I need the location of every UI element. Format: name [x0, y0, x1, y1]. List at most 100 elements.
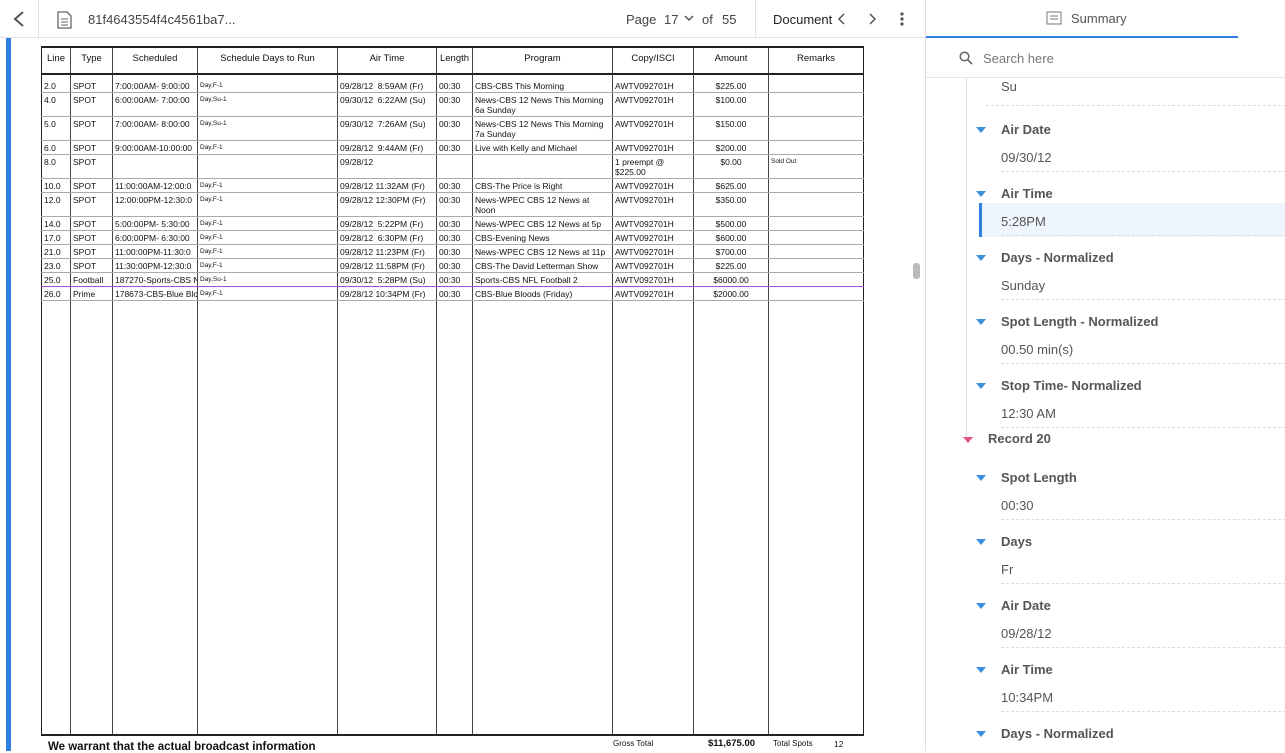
table-cell: 00:30: [436, 244, 473, 259]
table-cell: AWTV092701H: [612, 116, 694, 141]
table-cell: News-CBS 12 News This Morning 6a Sunday: [472, 92, 613, 117]
field-value: Fr: [1001, 562, 1014, 577]
summary-field[interactable]: Air Time 5:28PM: [926, 170, 1285, 237]
summary-field[interactable]: Days - Normalized Friday: [926, 710, 1285, 751]
next-button[interactable]: [866, 12, 878, 26]
table-cell: 178673-CBS-Blue Blo: [112, 286, 198, 301]
table-cell: Day,F-1: [197, 178, 338, 193]
collapse-toggle[interactable]: [976, 255, 986, 261]
table-cell: AWTV092701H: [612, 272, 694, 287]
page-dropdown[interactable]: [683, 14, 695, 24]
summary-field[interactable]: Spot Length 00:30: [926, 454, 1285, 520]
table-cell: [768, 192, 864, 217]
table-cell: AWTV092701H: [612, 92, 694, 117]
table-cell: Day,Su-1: [197, 92, 338, 117]
table-cell: [768, 216, 864, 231]
column-header: Length: [436, 46, 473, 75]
table-row: 12.0 SPOT 12:00:00PM-12:30:0 Day,F-1 09/28/1…: [41, 192, 864, 217]
table-cell: SPOT: [70, 116, 113, 141]
collapse-toggle[interactable]: [976, 539, 986, 545]
table-cell: 09/28/12 12:30PM (Fr): [337, 192, 437, 217]
summary-field[interactable]: Days Fr: [926, 518, 1285, 584]
table-cell: 00:30: [436, 116, 473, 141]
table-cell: [70, 300, 113, 736]
table-cell: AWTV092701H: [612, 178, 694, 193]
table-cell: 5:00:00PM- 5:30:00: [112, 216, 198, 231]
field-label: Air Date: [1001, 598, 1051, 613]
view-mode[interactable]: Document: [773, 12, 833, 27]
record-header[interactable]: Record 20: [926, 426, 1285, 454]
search-box[interactable]: Search here: [926, 38, 1285, 78]
collapse-toggle[interactable]: [976, 603, 986, 609]
table-cell: Live with Kelly and Michael: [472, 140, 613, 155]
separator: [1001, 299, 1285, 300]
schedule-table: Line Type Scheduled Schedule Days to Run Air…: [41, 46, 864, 736]
table-cell: 14.0: [41, 216, 71, 231]
collapse-toggle[interactable]: [976, 731, 986, 737]
table-cell: [768, 272, 864, 287]
field-value: 12:30 AM: [1001, 406, 1056, 421]
table-cell: [768, 140, 864, 155]
collapse-toggle[interactable]: [976, 127, 986, 133]
table-cell: Day,F-1: [197, 244, 338, 259]
summary-field[interactable]: Air Time 10:34PM: [926, 646, 1285, 712]
table-cell: AWTV092701H: [612, 192, 694, 217]
table-cell: 9:00:00AM-10:00:00: [112, 140, 198, 155]
field-value: 09/28/12: [1001, 626, 1052, 641]
summary-field[interactable]: Stop Time- Normalized 12:30 AM: [926, 362, 1285, 428]
collapse-toggle[interactable]: [976, 319, 986, 325]
summary-field[interactable]: Days - Normalized Sunday: [926, 234, 1285, 300]
collapse-toggle[interactable]: [976, 383, 986, 389]
table-cell: 00:30: [436, 272, 473, 287]
summary-field[interactable]: Spot Length - Normalized 00.50 min(s): [926, 298, 1285, 364]
page-label: Page: [626, 12, 657, 27]
collapse-toggle[interactable]: [963, 437, 973, 443]
field-label: Stop Time- Normalized: [1001, 378, 1142, 393]
field-label: Air Time: [1001, 662, 1053, 677]
table-cell: 11:00:00PM-11:30:0: [112, 244, 198, 259]
prev-button[interactable]: [836, 12, 848, 26]
field-value: Sunday: [1001, 278, 1046, 293]
table-cell: [112, 154, 198, 179]
table-cell: 10.0: [41, 178, 71, 193]
more-menu[interactable]: [898, 11, 906, 27]
table-cell: Day,F-1: [197, 216, 338, 231]
table-cell: CBS-Blue Bloods (Friday): [472, 286, 613, 301]
summary-field[interactable]: Air Date 09/28/12: [926, 582, 1285, 648]
table-cell: 09/28/12: [337, 154, 437, 179]
table-cell: 09/28/12 5:22PM (Fr): [337, 216, 437, 231]
page-number[interactable]: 17: [664, 12, 679, 27]
table-row: 10.0 SPOT 11:00:00AM-12:00:0 Day,F-1 09/28/1…: [41, 178, 864, 193]
table-cell: [472, 300, 613, 736]
summary-field[interactable]: Air Date 09/30/12: [926, 106, 1285, 172]
table-cell: 17.0: [41, 230, 71, 245]
table-cell: SPOT: [70, 178, 113, 193]
table-cell: 12.0: [41, 192, 71, 217]
summary-tab[interactable]: Summary: [926, 0, 1238, 38]
table-cell: 11:00:00AM-12:00:0: [112, 178, 198, 193]
scrollbar[interactable]: [913, 263, 920, 279]
table-cell: $100.00: [693, 92, 769, 117]
table-cell: 2.0: [41, 74, 71, 93]
collapse-toggle[interactable]: [976, 667, 986, 673]
table-cell: Day,F-1: [197, 258, 338, 273]
field-value: 00:30: [1001, 498, 1034, 513]
table-filler: [41, 300, 864, 736]
table-cell: [436, 300, 473, 736]
table-cell: $150.00: [693, 116, 769, 141]
gross-total: $11,675.00: [708, 738, 756, 749]
table-cell: Day,F-1: [197, 74, 338, 93]
table-cell: Day,Su-1: [197, 116, 338, 141]
collapse-toggle[interactable]: [976, 191, 986, 197]
field-label: Days: [1001, 534, 1033, 549]
table-cell: 09/28/12 8:59AM (Fr): [337, 74, 437, 93]
total-spots-label: Total Spots: [773, 739, 813, 748]
table-cell: Day,F-1: [197, 192, 338, 217]
back-button[interactable]: [11, 10, 27, 28]
table-row: 6.0 SPOT 9:00:00AM-10:00:00 Day,F-1 09/28/12…: [41, 140, 864, 155]
collapse-toggle[interactable]: [976, 475, 986, 481]
summary-icon: [1046, 11, 1062, 25]
field-value: 00.50 min(s): [1001, 342, 1074, 357]
table-cell: [472, 154, 613, 179]
